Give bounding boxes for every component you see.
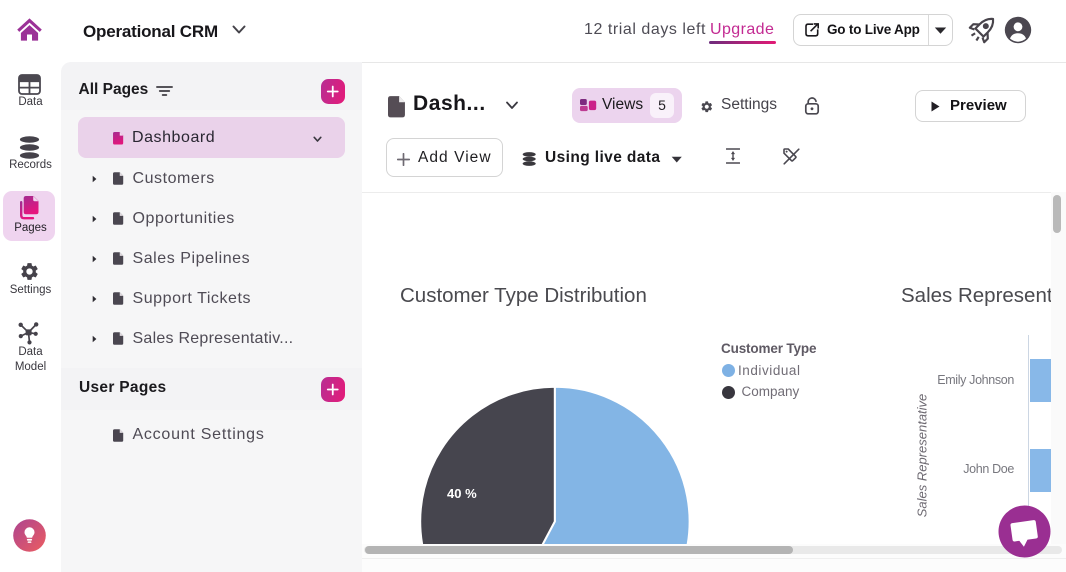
svg-text:40 %: 40 % <box>447 486 477 501</box>
